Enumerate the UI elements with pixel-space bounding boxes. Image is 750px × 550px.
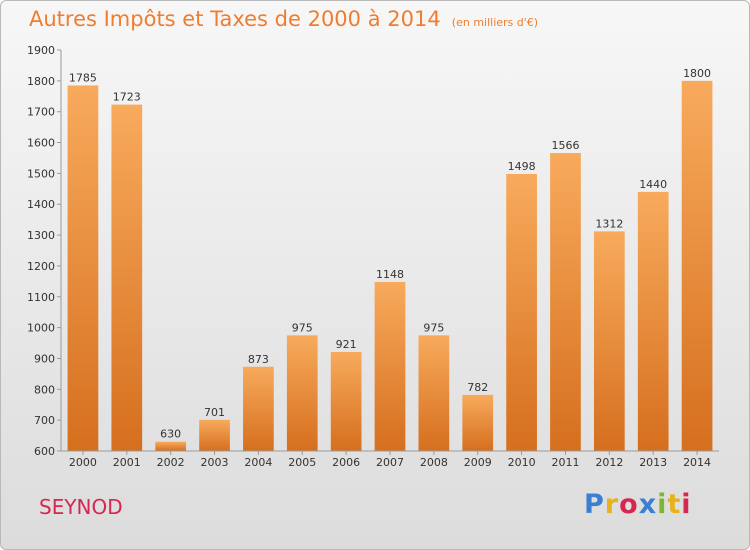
y-tick-label: 1700 (27, 106, 55, 119)
x-tick-label: 2003 (201, 456, 229, 469)
bar (593, 231, 625, 451)
data-label: 1148 (376, 268, 404, 281)
y-tick-label: 1400 (27, 198, 55, 211)
y-tick-label: 1600 (27, 137, 55, 150)
x-tick-label: 2002 (157, 456, 185, 469)
data-label: 1312 (595, 217, 623, 230)
y-tick-label: 1300 (27, 229, 55, 242)
bar (67, 85, 99, 451)
x-tick-label: 2000 (69, 456, 97, 469)
bar (374, 281, 406, 451)
x-tick-label: 2005 (288, 456, 316, 469)
y-tick-label: 1000 (27, 322, 55, 335)
bar (199, 419, 230, 451)
x-tick-label: 2011 (551, 456, 579, 469)
bars: 1785 1723 630 701 873 975 921 1148 975 782 1498 156… (67, 67, 713, 452)
data-label: 1498 (508, 160, 536, 173)
logo-letter: t (667, 489, 682, 520)
bar (550, 153, 581, 451)
x-tick-label: 2001 (113, 456, 141, 469)
x-tick-label: 2013 (639, 456, 667, 469)
logo-letter: r (604, 489, 620, 520)
x-axis: 2000 2001 2002 2003 2004 2005 2006 2007 2008 2009… (61, 450, 719, 469)
data-label: 1785 (69, 71, 97, 84)
y-tick-label: 800 (34, 383, 55, 396)
y-tick-label: 1900 (27, 44, 55, 57)
bar (506, 174, 537, 452)
logo-letter: i (681, 489, 692, 520)
y-axis: 600 700 800 900 1000 1100 1200 1300 1400 1500 1600… (27, 44, 62, 458)
bar (330, 351, 362, 451)
logo-letter: x (638, 489, 658, 520)
data-label: 782 (467, 381, 488, 394)
bar (286, 335, 318, 451)
y-tick-label: 700 (34, 414, 55, 427)
chart-title: Autres Impôts et Taxes de 2000 à 2014 (29, 7, 441, 31)
data-label: 1566 (551, 139, 579, 152)
data-label: 975 (423, 321, 444, 334)
bar (637, 191, 669, 451)
x-tick-label: 2010 (508, 456, 536, 469)
y-tick-label: 600 (34, 445, 55, 458)
y-tick-label: 1800 (27, 75, 55, 88)
bar (111, 104, 143, 452)
logo-letter: P (584, 489, 605, 520)
city-name: SEYNOD (39, 495, 123, 519)
x-tick-label: 2014 (683, 456, 711, 469)
logo-letter: i (657, 489, 668, 520)
title-row: Autres Impôts et Taxes de 2000 à 2014 (e… (29, 7, 538, 31)
x-tick-label: 2008 (420, 456, 448, 469)
chart-subtitle: (en milliers d'€) (451, 16, 539, 29)
data-label: 701 (204, 406, 225, 419)
data-label: 1723 (113, 91, 141, 104)
y-tick-label: 1500 (27, 167, 55, 180)
bar (681, 80, 713, 451)
y-tick-label: 900 (34, 352, 55, 365)
x-tick-label: 2006 (332, 456, 360, 469)
data-label: 1800 (683, 67, 711, 80)
bar (243, 366, 274, 451)
y-tick-label: 1200 (27, 260, 55, 273)
bar (462, 394, 494, 451)
bar (155, 441, 187, 451)
data-label: 921 (336, 338, 357, 351)
y-tick-label: 1100 (27, 291, 55, 304)
data-label: 1440 (639, 178, 667, 191)
data-label: 873 (248, 353, 269, 366)
proxiti-logo: Proxiti (584, 489, 692, 520)
logo-letter: o (619, 489, 639, 520)
data-label: 630 (160, 428, 181, 441)
x-tick-label: 2012 (595, 456, 623, 469)
bar (418, 335, 450, 451)
x-tick-label: 2004 (244, 456, 272, 469)
data-label: 975 (292, 321, 313, 334)
x-tick-label: 2009 (464, 456, 492, 469)
x-tick-label: 2007 (376, 456, 404, 469)
